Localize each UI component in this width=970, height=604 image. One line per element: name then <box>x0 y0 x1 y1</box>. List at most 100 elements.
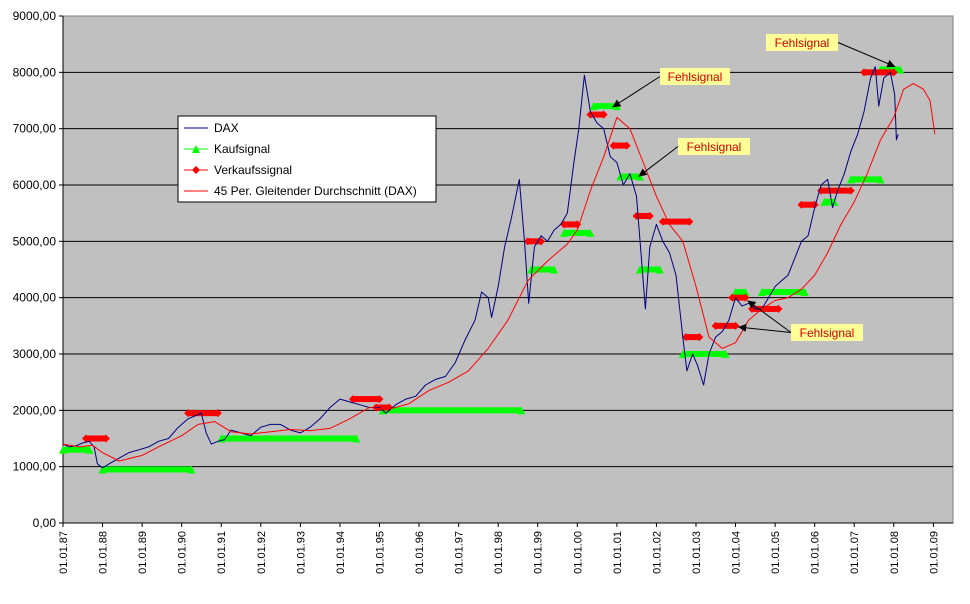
buy-signal-marker <box>85 445 94 454</box>
sell-signal-mark <box>85 435 106 442</box>
sell-signal-marker <box>728 293 737 302</box>
buy-signal-marker <box>589 102 598 111</box>
sell-signal-mark <box>376 404 390 411</box>
series-lines <box>62 66 936 469</box>
buy-signal-marker <box>517 406 526 415</box>
sell-signal-marker <box>682 333 691 342</box>
buy-signal-mark <box>850 176 881 183</box>
y-tick-label: 0,00 <box>33 516 57 530</box>
buy-signal-marker <box>560 228 569 237</box>
buy-signal-mark <box>593 103 617 110</box>
buy-signal-marker <box>896 65 905 74</box>
buy-signal-mark <box>382 407 522 414</box>
y-tick-label: 8000,00 <box>13 65 57 79</box>
x-tick-label: 01.01.02 <box>651 531 663 574</box>
annotation-arrow-line <box>612 76 661 108</box>
sell-signal-marker <box>711 321 720 330</box>
sell-signal-marker <box>645 211 654 220</box>
sell-signal-mark <box>564 221 578 228</box>
sell-signal-marker <box>348 395 357 404</box>
buy-signal-mark <box>735 289 746 296</box>
dax-series-line <box>62 66 899 469</box>
sell-signal-marker <box>213 409 222 418</box>
annotation-arrow-head <box>747 300 757 309</box>
buy-signal-marker <box>352 434 361 443</box>
buy-signal-mark <box>531 266 555 273</box>
sell-signal-marker <box>747 304 756 313</box>
legend-label-dax: DAX <box>214 121 239 135</box>
y-tick-label: 2000,00 <box>13 403 57 417</box>
buy-signal-mark <box>63 446 90 453</box>
signal-markers <box>59 65 905 474</box>
sell-signal-marker <box>741 293 750 302</box>
annotation-box <box>791 324 863 341</box>
sell-signal-marker <box>797 200 806 209</box>
x-tick-label: 01.01.88 <box>98 531 110 574</box>
buy-signal-marker <box>586 228 595 237</box>
legend-label-sell: Verkaufssignal <box>214 163 292 177</box>
x-tick-label: 01.01.94 <box>335 531 347 574</box>
x-tick-label: 01.01.91 <box>216 531 228 574</box>
annotation-label: Fehlsignal <box>800 326 855 340</box>
annotation-arrow-head <box>738 323 747 332</box>
legend-label-buy: Kaufsignal <box>214 142 270 156</box>
sell-signal-marker <box>695 333 704 342</box>
legend-label-ma: 45 Per. Gleitender Durchschnitt (DAX) <box>214 184 417 198</box>
sell-signal-marker <box>859 68 868 77</box>
buy-signal-marker <box>635 265 644 274</box>
annotation-arrow-line <box>837 42 896 68</box>
buy-signal-mark <box>761 289 805 296</box>
y-tick-label: 4000,00 <box>13 291 57 305</box>
x-tick-label: 01.01.89 <box>137 531 149 574</box>
buy-signal-mark <box>682 351 726 357</box>
sell-signal-marker <box>599 110 608 119</box>
buy-signal-marker <box>59 445 67 454</box>
sell-signal-mark <box>863 69 894 76</box>
legend-marker-sell <box>192 166 200 174</box>
x-tick-label: 01.01.08 <box>889 531 901 574</box>
sell-signal-marker <box>889 68 898 77</box>
buy-signal-marker <box>655 265 664 274</box>
annotation-arrow-line <box>638 146 679 177</box>
buy-signal-marker <box>731 288 740 297</box>
x-tick-label: 01.01.04 <box>731 531 743 574</box>
y-tick-label: 1000,00 <box>13 460 57 474</box>
sell-signal-marker <box>810 200 819 209</box>
buy-signal-marker <box>527 265 536 274</box>
annotation-arrow-line <box>747 300 792 333</box>
x-tick-label: 01.01.90 <box>177 531 189 574</box>
legend-marker-buy <box>192 145 200 153</box>
sell-signal-marker <box>586 110 595 119</box>
sell-signal-marker <box>685 217 694 226</box>
buy-signal-mark <box>102 466 192 473</box>
annotations: Fehlsignal Fehlsignal Fehlsignal Fehlsignal <box>612 34 896 341</box>
annotation-arrow-line <box>738 326 792 333</box>
sell-signal-marker <box>609 141 618 150</box>
x-tick-label: 01.01.99 <box>533 531 545 574</box>
sell-signal-marker <box>573 220 582 229</box>
buy-signal-mark <box>620 173 640 180</box>
sell-signal-marker <box>731 321 740 330</box>
buy-signal-marker <box>721 350 730 358</box>
sell-signal-mark <box>801 201 815 208</box>
sell-signal-marker <box>658 217 667 226</box>
x-tick-label: 01.01.06 <box>810 531 822 574</box>
sell-signal-marker <box>184 409 193 418</box>
x-tick-label: 01.01.05 <box>770 531 782 574</box>
buy-signal-mark <box>824 198 835 205</box>
sell-signal-marker <box>101 434 110 443</box>
buy-signal-marker <box>98 465 107 474</box>
sell-signal-marker <box>523 237 532 246</box>
annotation-label: Fehlsignal <box>668 70 723 84</box>
buy-signal-mark <box>564 229 591 236</box>
sell-signal-mark <box>821 187 851 194</box>
x-tick-label: 01.01.09 <box>928 531 940 574</box>
x-tick-label: 01.01.96 <box>414 531 426 574</box>
buy-signal-marker <box>800 288 809 297</box>
x-tick-label: 01.01.95 <box>374 531 386 574</box>
buy-signal-mark <box>639 266 660 273</box>
buy-signal-mark <box>221 435 357 442</box>
sell-signal-mark <box>352 396 380 403</box>
x-tick-label: 01.01.97 <box>454 531 466 574</box>
